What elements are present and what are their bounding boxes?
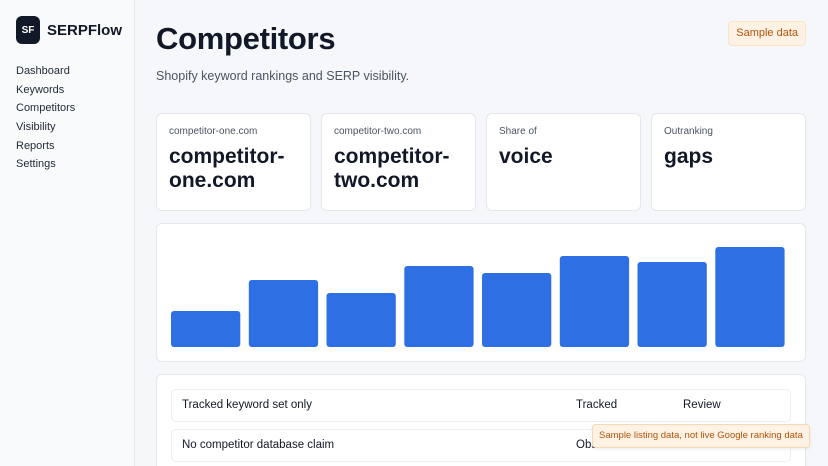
card-label: competitor-two.com: [334, 126, 422, 137]
sidebar-nav: Dashboard Keywords Competitors Visibilit…: [16, 62, 134, 174]
row-action: Review: [683, 399, 721, 411]
card-value: gaps: [664, 145, 714, 168]
card-value: voice: [499, 145, 553, 168]
card-competitor-one[interactable]: competitor-one.com competitor-one.com: [156, 113, 311, 211]
sidebar-item-settings[interactable]: Settings: [16, 158, 56, 171]
card-outranking-gaps[interactable]: Outranking gaps: [651, 113, 806, 211]
card-label: Share of: [499, 126, 537, 137]
sidebar: SF SERPFlow Dashboard Keywords Competito…: [0, 0, 135, 466]
chart-bar-3: [326, 293, 396, 347]
card-label: Outranking: [664, 126, 713, 137]
chart-bar-6: [559, 256, 630, 347]
sidebar-item-keywords[interactable]: Keywords: [16, 83, 65, 96]
table-row[interactable]: Tracked keyword set only Tracked Review: [171, 389, 791, 422]
sidebar-item-reports[interactable]: Reports: [16, 139, 55, 152]
page-subtitle: Shopify keyword rankings and SERP visibi…: [156, 69, 410, 83]
card-label: competitor-one.com: [169, 126, 258, 137]
brand-name: SERPFlow: [47, 21, 123, 39]
row-status: Tracked: [576, 399, 618, 411]
chart-bar-8: [715, 247, 785, 347]
chart-bar-2: [248, 280, 319, 347]
stat-cards: competitor-one.com competitor-one.com co…: [156, 113, 806, 211]
chart-bar-7: [637, 262, 707, 347]
main-content: Competitors Sample data Shopify keyword …: [135, 0, 828, 466]
sample-data-tooltip: Sample listing data, not live Google ran…: [592, 424, 810, 448]
competitor-table: Tracked keyword set only Tracked Review …: [156, 374, 806, 466]
chart-bar-1: [171, 311, 241, 347]
sidebar-item-dashboard[interactable]: Dashboard: [16, 65, 70, 77]
visibility-chart: [156, 223, 806, 362]
chart-svg: [171, 247, 785, 347]
card-value: competitor-one.com: [169, 145, 285, 192]
row-description: No competitor database claim: [182, 439, 335, 451]
card-competitor-two[interactable]: competitor-two.com competitor-two.com: [321, 113, 476, 211]
brand[interactable]: SF SERPFlow: [16, 16, 134, 44]
sidebar-item-visibility[interactable]: Visibility: [16, 121, 56, 134]
card-share-of-voice[interactable]: Share of voice: [486, 113, 641, 211]
chart-bar-4: [404, 266, 474, 347]
sidebar-item-competitors[interactable]: Competitors: [16, 102, 76, 115]
row-description: Tracked keyword set only: [182, 399, 312, 411]
sample-data-badge: Sample data: [728, 21, 806, 46]
chart-bar-5: [482, 273, 552, 347]
brand-logo: SF: [16, 16, 40, 44]
card-value: competitor-two.com: [334, 145, 450, 192]
page-title: Competitors: [156, 21, 336, 56]
